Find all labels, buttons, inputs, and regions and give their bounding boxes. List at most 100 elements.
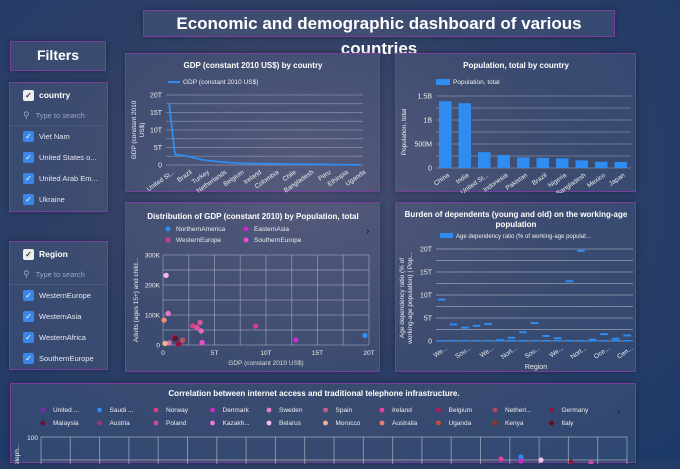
filter-item[interactable]: ✓ SouthernEurope [10,348,107,369]
legend-label[interactable]: Netherl... [505,407,532,414]
legend-marker [97,407,102,413]
x-tick-label: We... [479,345,496,359]
legend-label: Age dependency ratio (% of working-age p… [456,234,591,240]
legend-label[interactable]: NorthernAmerica [176,226,226,233]
legend-marker [492,407,498,413]
y-tick-label: 0 [158,163,162,170]
checkbox-icon[interactable]: ✓ [23,131,34,142]
filter-item[interactable]: ✓ WesternAfrica [10,327,107,348]
scatter-point [190,323,196,329]
legend-label[interactable]: WesternEurope [176,237,221,244]
gdp-line-chart: GDP (constant 2010 US$) by country GDP (c… [125,53,380,195]
legend-label[interactable]: Spain [336,407,353,414]
gdp-line [168,102,361,166]
scatter-point [166,340,172,346]
legend-label[interactable]: Belgium [449,407,472,414]
scatter-point [498,456,504,462]
region-filter: ✓ Region ⚲ Type to search ✓ WesternEurope ✓… [9,241,108,370]
value-marker [472,324,481,327]
legend-label[interactable]: Kenya [505,420,524,427]
legend-label[interactable]: Belarus [279,420,302,427]
y-tick-label: 20T [150,93,163,100]
checkbox-icon[interactable]: ✓ [23,248,34,260]
checkbox-icon[interactable]: ✓ [23,311,34,322]
scatter-point [175,341,182,347]
filter-item[interactable]: ✓ WesternEurope [10,285,107,306]
checkbox-icon[interactable]: ✓ [23,194,34,205]
baseline-marker [495,340,504,342]
bar-india [458,103,471,168]
legend-label[interactable]: Uganda [449,420,472,427]
legend-label[interactable]: Sweden [279,407,303,414]
scatter-point [172,335,179,342]
y-axis-label: GDP (constant 2010 [131,100,138,159]
filter-item[interactable]: ✓ United Arab Em... [10,168,107,189]
legend-marker [153,420,159,426]
legend-label[interactable]: Poland [166,420,187,427]
x-tick-label: Uganda [344,169,367,188]
legend-label[interactable]: Denmark [223,407,250,414]
checkbox-icon[interactable]: ✓ [23,290,34,301]
scatter-point [538,457,544,463]
x-tick-label: We... [548,345,565,359]
baseline-marker [461,340,469,342]
baseline-marker [623,340,631,342]
legend-marker [549,420,554,426]
x-tick-label: We... [433,345,450,359]
legend-label[interactable]: SouthernEurope [254,237,302,244]
legend-label[interactable]: Malaysia [53,420,79,427]
legend-label[interactable]: Australia [392,420,418,427]
x-tick-label: 5T [211,350,219,357]
legend-next-arrow[interactable]: › [617,406,620,417]
legend-label[interactable]: Austria [110,420,131,427]
legend-label: Population, total [453,79,500,86]
value-marker [449,323,458,326]
y-tick-label: 0 [428,339,432,346]
checkbox-icon[interactable]: ✓ [23,152,34,163]
legend-label: GDP (constant 2010 US$) [183,79,258,86]
legend-label[interactable]: Italy [562,420,575,427]
filter-item[interactable]: ✓ United States o... [10,147,107,168]
y-tick-label: 1B [423,118,432,125]
checkbox-icon[interactable]: ✓ [23,89,34,101]
legend-label[interactable]: Kazakh... [223,420,250,427]
chart-title: GDP (constant 2010 US$) by country [184,61,324,70]
legend-label[interactable]: Saudi ... [110,407,134,414]
gdp-population-scatter: Distribution of GDP (constant 2010) by P… [125,202,380,372]
baseline-marker [449,340,458,342]
legend-label[interactable]: Germany [562,407,589,414]
scatter-point [362,332,368,339]
legend-marker [243,226,249,232]
x-tick-label: 15T [312,350,323,357]
filter-item-label: WesternAsia [39,312,82,321]
legend-next-arrow[interactable]: › [366,226,369,237]
filter-item[interactable]: ✓ Ukraine [10,189,107,210]
country-search-input[interactable]: ⚲ Type to search [10,105,107,126]
checkbox-icon[interactable]: ✓ [23,332,34,343]
legend-label[interactable]: Morocco [336,420,361,427]
checkbox-icon[interactable]: ✓ [23,353,34,364]
y-tick-label: 500M [414,142,432,149]
country-select-all[interactable]: ✓ country [10,85,107,105]
legend-marker [40,407,46,413]
legend-label[interactable]: United ... [53,407,79,414]
baseline-marker [553,340,562,342]
legend-label[interactable]: Ireland [392,407,412,414]
value-marker [461,326,469,329]
y-tick-label: 20T [420,247,433,254]
filter-item-label: WesternAfrica [39,333,86,342]
legend-label[interactable]: EasternAsia [254,226,289,233]
region-select-all[interactable]: ✓ Region [10,244,107,264]
region-search-input[interactable]: ⚲ Type to search [10,264,107,285]
baseline-marker [519,340,527,342]
search-placeholder: Type to search [35,269,85,279]
filter-item[interactable]: ✓ Viet Nam [10,126,107,147]
checkbox-icon[interactable]: ✓ [23,173,34,184]
legend-label[interactable]: Norway [166,407,189,414]
filter-item[interactable]: ✓ WesternAsia [10,306,107,327]
value-marker [611,337,620,340]
value-marker [623,334,631,337]
country-filter: ✓ country ⚲ Type to search ✓ Viet Nam ✓ Unit… [9,82,108,212]
x-tick-label: Oce... [593,345,611,361]
bar-mexico [595,161,608,168]
